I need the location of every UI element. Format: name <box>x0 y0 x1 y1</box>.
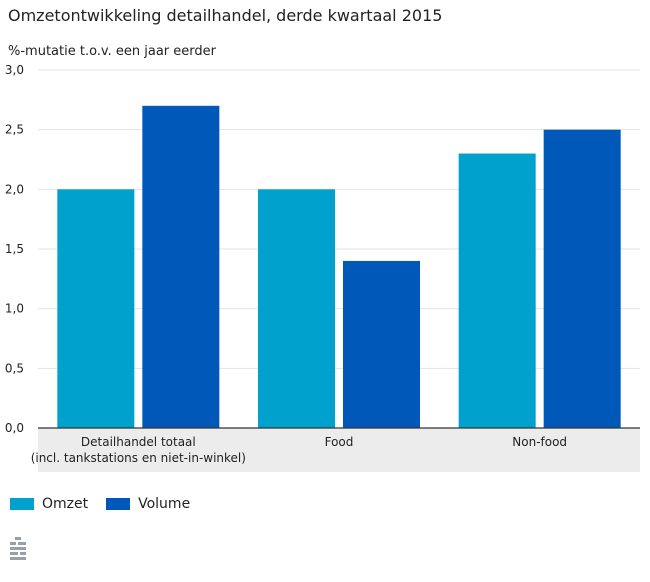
y-tick-label: 0,0 <box>5 421 24 435</box>
y-tick-label: 3,0 <box>5 63 24 77</box>
chart-title: Omzetontwikkeling detailhandel, derde kw… <box>8 6 443 25</box>
legend-label-omzet: Omzet <box>42 496 89 512</box>
y-tick-label: 1,0 <box>5 302 24 316</box>
legend: Omzet Volume <box>10 496 208 512</box>
bar-volume-1 <box>343 260 420 428</box>
x-tick-label: Food <box>325 435 354 449</box>
legend-item-omzet[interactable]: Omzet <box>10 496 88 512</box>
legend-label-volume: Volume <box>138 496 191 512</box>
bar-omzet-2 <box>458 153 536 429</box>
bar-chart: 0,0 0,5 1,0 1,5 2,0 2,5 3,0 Detailhandel totaal… <box>5 63 640 472</box>
x-axis-band <box>38 428 640 472</box>
legend-item-volume[interactable]: Volume <box>106 496 190 512</box>
y-tick-label: 2,5 <box>5 123 24 137</box>
y-tick-label: 2,0 <box>5 182 24 196</box>
bar-omzet-1 <box>258 189 335 428</box>
x-tick-label: (incl. tankstations en niet-in-winkel) <box>31 451 246 465</box>
legend-swatch-volume <box>106 498 131 510</box>
bar-volume-0 <box>142 105 220 429</box>
legend-swatch-omzet <box>10 498 34 510</box>
y-tick-label: 1,5 <box>5 242 24 256</box>
x-tick-label: Non-food <box>512 435 567 449</box>
bar-omzet-0 <box>57 189 135 428</box>
bar-volume-2 <box>543 129 621 428</box>
y-tick-label: 0,5 <box>5 361 24 375</box>
y-axis-unit-label: %-mutatie t.o.v. een jaar eerder <box>8 44 216 59</box>
x-tick-label: Detailhandel totaal <box>81 435 196 449</box>
cbs-logo-icon <box>10 537 26 567</box>
